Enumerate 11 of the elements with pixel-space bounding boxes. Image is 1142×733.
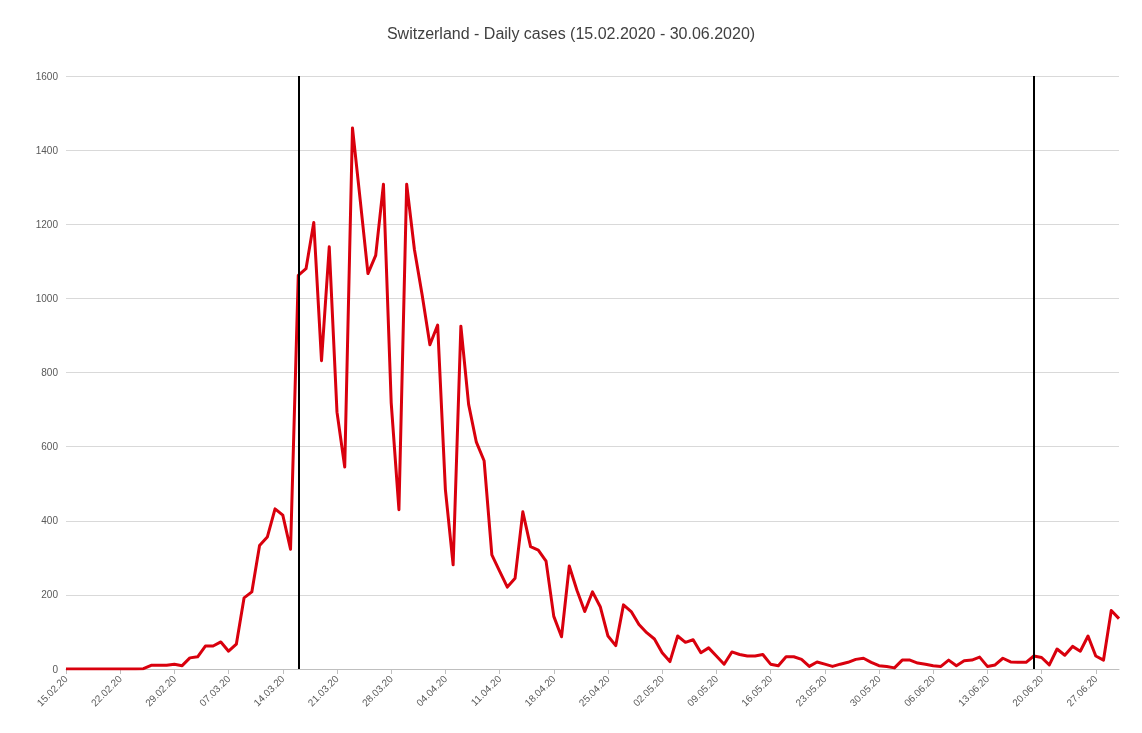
- y-tick-label: 800: [41, 367, 59, 378]
- y-tick-label: 1200: [35, 218, 59, 230]
- line-series: [64, 126, 1121, 671]
- y-tick-label: 0: [52, 663, 59, 675]
- y-tick-label: 200: [41, 589, 59, 601]
- y-tick-label: 400: [41, 515, 59, 527]
- y-tick-label: 1000: [35, 292, 59, 304]
- y-tick-label: 1400: [35, 144, 59, 156]
- y-tick-label: 1600: [35, 70, 59, 82]
- y-tick-label: 600: [41, 441, 59, 453]
- chart-title: Switzerland - Daily cases (15.02.2020 - 30.06.2020): [386, 24, 756, 42]
